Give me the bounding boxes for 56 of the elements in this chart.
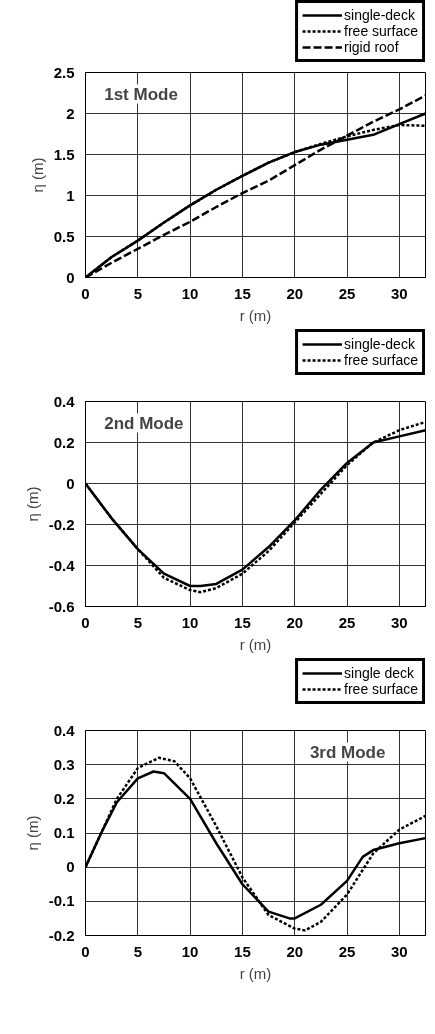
y-tick-label: -0.6	[48, 597, 75, 615]
x-tick-label: 5	[133, 942, 142, 960]
y-tick-label: 0.5	[53, 227, 75, 245]
y-tick-label: 0.3	[53, 755, 75, 773]
x-axis-title: r (m)	[239, 964, 272, 982]
y-tick-label: 0	[66, 474, 75, 492]
legend-label: single-deck	[344, 7, 415, 23]
x-tick-label: 10	[181, 942, 199, 960]
x-tick-label: 20	[286, 613, 304, 631]
y-tick-label: 2	[66, 104, 75, 122]
legend-label: rigid roof	[344, 39, 399, 55]
x-tick-label: 20	[286, 284, 304, 302]
legend-label: free surface	[344, 681, 418, 697]
y-tick-label: -0.2	[48, 515, 75, 533]
y-tick-label: 1	[66, 186, 75, 204]
y-tick-label: 1.5	[53, 145, 75, 163]
x-tick-label: 15	[234, 284, 251, 302]
y-axis-title: η (m)	[23, 815, 41, 851]
x-tick-label: 25	[338, 613, 356, 631]
y-tick-label: 0.2	[53, 789, 75, 807]
x-tick-label: 30	[391, 942, 408, 960]
y-tick-label: 0.2	[53, 433, 75, 451]
x-tick-label: 0	[81, 942, 90, 960]
y-tick-label: 0	[66, 268, 75, 286]
legend-label: single deck	[344, 665, 415, 681]
y-tick-label: -0.4	[48, 556, 76, 574]
y-tick-label: 2.5	[53, 63, 75, 81]
y-tick-label: 0.1	[53, 824, 75, 841]
x-tick-label: 30	[391, 613, 408, 631]
x-tick-label: 25	[338, 942, 356, 960]
y-tick-label: 0	[66, 858, 75, 876]
y-tick-label: 0.4	[53, 392, 76, 410]
x-axis-title: r (m)	[239, 306, 272, 324]
y-axis-title: η (m)	[23, 486, 41, 522]
x-axis-title: r (m)	[239, 635, 272, 653]
x-tick-label: 15	[234, 942, 251, 960]
annotation: 1st Mode	[104, 84, 178, 104]
x-tick-label: 0	[81, 613, 90, 631]
x-tick-label: 20	[286, 942, 304, 960]
annotation: 3rd Mode	[309, 742, 386, 762]
y-tick-label: -0.2	[48, 926, 75, 944]
x-tick-label: 25	[338, 284, 356, 302]
y-axis-title: η (m)	[28, 157, 46, 193]
x-tick-label: 10	[181, 613, 199, 631]
legend-label: free surface	[344, 352, 418, 368]
legend-label: single-deck	[344, 336, 415, 352]
x-tick-label: 0	[81, 284, 90, 302]
annotation: 2nd Mode	[104, 413, 184, 433]
x-tick-label: 30	[391, 284, 408, 302]
x-tick-label: 10	[181, 284, 199, 302]
y-tick-label: -0.1	[48, 892, 75, 910]
x-tick-label: 5	[133, 613, 142, 631]
legend-label: free surface	[344, 23, 418, 39]
y-tick-label: 0.4	[53, 721, 76, 739]
x-tick-label: 5	[133, 284, 142, 302]
x-tick-label: 15	[234, 613, 251, 631]
